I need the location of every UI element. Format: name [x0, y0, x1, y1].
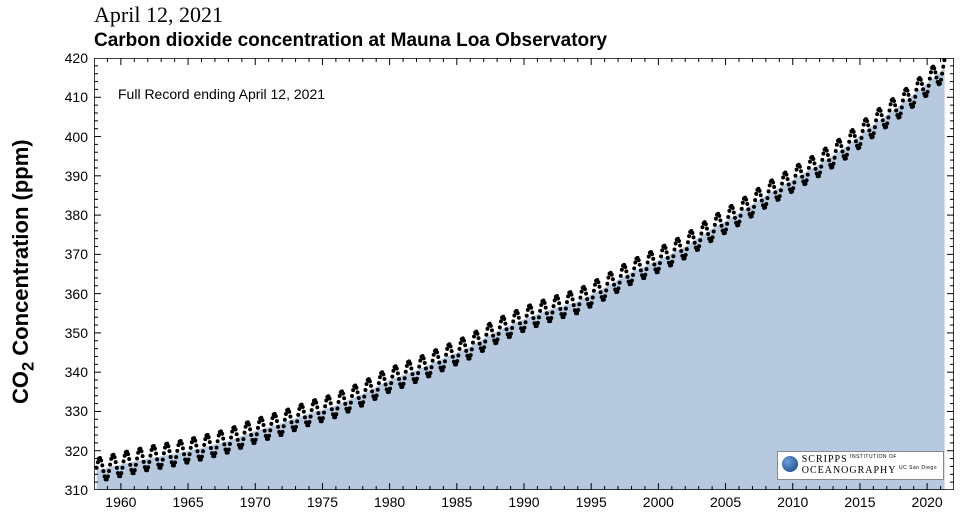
attribution-line1: SCRIPPS: [802, 454, 848, 465]
x-tick-label: 1980: [370, 494, 410, 510]
attribution-badge: SCRIPPS INSTITUTION OF OCEANOGRAPHY UC S…: [777, 451, 944, 480]
y-tick-label: 400: [54, 129, 88, 145]
x-tick-label: 2015: [840, 494, 880, 510]
x-tick-label: 1965: [168, 494, 208, 510]
x-tick-label: 1960: [101, 494, 141, 510]
y-tick-label: 410: [54, 89, 88, 105]
x-tick-label: 2005: [706, 494, 746, 510]
y-tick-label: 330: [54, 403, 88, 419]
x-tick-label: 2010: [773, 494, 813, 510]
chart-note: Full Record ending April 12, 2021: [118, 86, 325, 102]
y-tick-label: 370: [54, 246, 88, 262]
globe-icon: [782, 456, 798, 472]
page-date: April 12, 2021: [94, 2, 223, 28]
page: { "header": { "date_text": "April 12, 20…: [0, 0, 979, 521]
x-tick-label: 1995: [571, 494, 611, 510]
y-tick-label: 390: [54, 168, 88, 184]
y-axis-label: CO2 Concentration (ppm): [8, 139, 38, 404]
y-tick-label: 320: [54, 443, 88, 459]
y-tick-label: 360: [54, 286, 88, 302]
y-tick-label: 380: [54, 207, 88, 223]
y-tick-label: 420: [54, 50, 88, 66]
y-tick-label: 340: [54, 364, 88, 380]
x-tick-label: 2020: [907, 494, 947, 510]
chart-title: Carbon dioxide concentration at Mauna Lo…: [94, 30, 607, 52]
x-tick-label: 1970: [235, 494, 275, 510]
x-tick-label: 1990: [504, 494, 544, 510]
y-tick-label: 310: [54, 482, 88, 498]
x-tick-label: 1985: [437, 494, 477, 510]
x-tick-label: 2000: [638, 494, 678, 510]
chart-svg: [94, 58, 954, 490]
attribution-line1-small: INSTITUTION OF: [850, 454, 897, 460]
x-tick-label: 1975: [302, 494, 342, 510]
chart-plot: Full Record ending April 12, 2021 SCRIPP…: [94, 58, 954, 490]
y-tick-label: 350: [54, 325, 88, 341]
attribution-line2-small: UC San Diego: [899, 465, 937, 471]
attribution-line2: OCEANOGRAPHY: [802, 465, 897, 476]
